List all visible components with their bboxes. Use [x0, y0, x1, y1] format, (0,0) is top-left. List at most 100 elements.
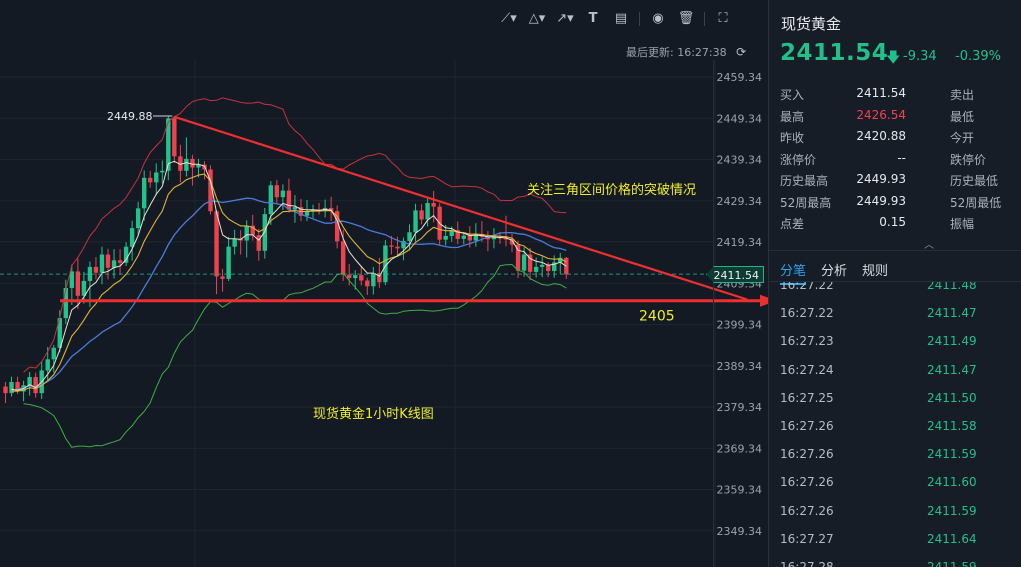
chart-area[interactable]: 2405 2449.88 关注三角区间价格的突破情况 现货黄金1小时K线图 2459.…	[0, 0, 768, 567]
tab-ticks[interactable]: 分笔	[780, 260, 807, 285]
quote-label: 今开	[950, 131, 975, 145]
candle-body	[160, 170, 165, 173]
refresh-icon[interactable]: ⟳	[736, 45, 747, 59]
candle-body	[190, 158, 195, 168]
tick-price: 2411.64	[927, 531, 977, 546]
candle-body	[256, 235, 261, 251]
candle-body	[9, 382, 14, 394]
shape-triangle-icon[interactable]: △▾	[528, 11, 546, 26]
last-price-tag: 2411.54	[706, 266, 764, 283]
candle-body	[268, 185, 274, 215]
tab-rules[interactable]: 规则	[862, 264, 889, 279]
quote-label: 52周最低	[950, 195, 1002, 210]
candle-body	[148, 177, 153, 183]
y-tick-label: 2429.34	[717, 195, 763, 208]
toolbar-divider	[704, 12, 705, 26]
candle-body	[347, 274, 352, 279]
tick-list[interactable]: 16:27.22 2411.48 16:27.22 2411.47 16:27.23 24…	[769, 282, 1021, 567]
down-arrow-icon: 🡇	[886, 50, 901, 66]
upper-band-line	[23, 97, 567, 373]
quote-row: 历史最高 2449.93 历史最低	[769, 172, 1021, 193]
price-change: -9.34	[903, 49, 937, 64]
quote-label: 52周最高	[780, 195, 832, 210]
tick-row: 16:27.22 2411.47	[769, 306, 1021, 324]
candle-body	[365, 280, 370, 287]
tick-price: 2411.47	[927, 306, 977, 321]
high-marker-label: 2449.88	[107, 110, 153, 123]
quote-value: --	[897, 150, 906, 165]
tick-time: 16:27.26	[780, 475, 834, 490]
tick-time: 16:27.25	[780, 390, 834, 405]
candle-body	[75, 271, 81, 296]
candle-body	[552, 262, 557, 272]
candle-body	[473, 233, 479, 241]
text-tool-icon[interactable]: T	[588, 11, 598, 26]
arrow-tool-icon[interactable]: ↗▾	[556, 11, 574, 26]
candle-body	[449, 230, 454, 236]
quote-row: 点差 0.15 振幅	[769, 215, 1021, 236]
quote-label: 最高	[780, 109, 805, 124]
tick-row: 16:27.28 2411.59	[769, 560, 1021, 567]
tick-row: 16:27.26 2411.59	[769, 447, 1021, 465]
candle-body	[485, 236, 491, 240]
candle-body	[232, 238, 237, 247]
quote-label: 涨停价	[780, 152, 817, 167]
candle-body	[166, 118, 171, 171]
quote-label: 振幅	[950, 217, 975, 231]
tick-time: 16:27.24	[780, 362, 834, 377]
quote-row: 昨收 2420.88 今开	[769, 129, 1021, 150]
quote-label: 历史最低	[950, 174, 999, 188]
quote-label: 买入	[780, 88, 805, 102]
candle-body	[69, 271, 75, 288]
candle-body	[57, 318, 62, 348]
candle-body	[3, 386, 8, 394]
candle-body	[51, 347, 56, 360]
trend-line-icon[interactable]: ⟋▾	[501, 11, 517, 26]
candle-body	[491, 237, 497, 240]
candle-body	[334, 211, 340, 242]
tick-row: 16:27.23 2411.49	[769, 334, 1021, 352]
toolbar-divider	[639, 12, 640, 26]
candle-body	[328, 207, 334, 212]
tick-time: 16:27.22	[780, 306, 834, 321]
tick-price: 2411.59	[927, 503, 977, 518]
trash-icon[interactable]: 🗑	[677, 11, 695, 26]
triangle-upper-line	[174, 115, 748, 301]
candle-body	[105, 254, 111, 268]
ma-white-line	[11, 160, 567, 391]
chart-caption-annotation: 现货黄金1小时K线图	[313, 406, 434, 422]
candle-body	[419, 210, 424, 220]
tab-analysis[interactable]: 分析	[821, 264, 848, 279]
candle-body	[196, 164, 201, 168]
tick-price: 2411.60	[927, 475, 977, 490]
candle-body	[515, 244, 521, 271]
candle-body	[220, 276, 225, 279]
current-price: 2411.54	[780, 40, 889, 66]
quote-row: 买入 2411.54 卖出	[769, 86, 1021, 107]
quote-value: 2449.93	[856, 193, 906, 208]
panel-tabs: 分笔 分析 规则	[780, 260, 888, 285]
tick-time: 16:27.22	[780, 282, 834, 292]
candle-body	[371, 273, 376, 287]
note-tool-icon[interactable]: ▤	[614, 11, 628, 26]
candle-body	[533, 266, 539, 272]
tick-price: 2411.59	[927, 447, 977, 462]
candle-body	[87, 266, 93, 281]
candle-body	[117, 260, 123, 263]
candle-body	[431, 202, 436, 207]
candle-body	[527, 254, 533, 272]
quote-value: 2420.88	[856, 129, 906, 143]
eye-icon[interactable]: ◉	[652, 11, 664, 26]
support-arrowhead	[760, 294, 768, 307]
tick-row: 16:27.24 2411.47	[769, 363, 1021, 381]
candle-body	[45, 359, 50, 371]
candle-body	[15, 382, 20, 392]
fullscreen-icon[interactable]: ⛶	[718, 11, 728, 26]
quote-panel: 现货黄金 2411.54 🡇 -9.34 -0.39% 买入 2411.54 卖出最…	[769, 0, 1021, 567]
collapse-icon[interactable]: ︿	[924, 240, 934, 251]
ma-yellow-line	[11, 173, 567, 392]
y-tick-label: 2399.34	[717, 319, 763, 332]
tick-price: 2411.58	[927, 419, 977, 433]
quote-value: 2411.54	[856, 86, 906, 100]
